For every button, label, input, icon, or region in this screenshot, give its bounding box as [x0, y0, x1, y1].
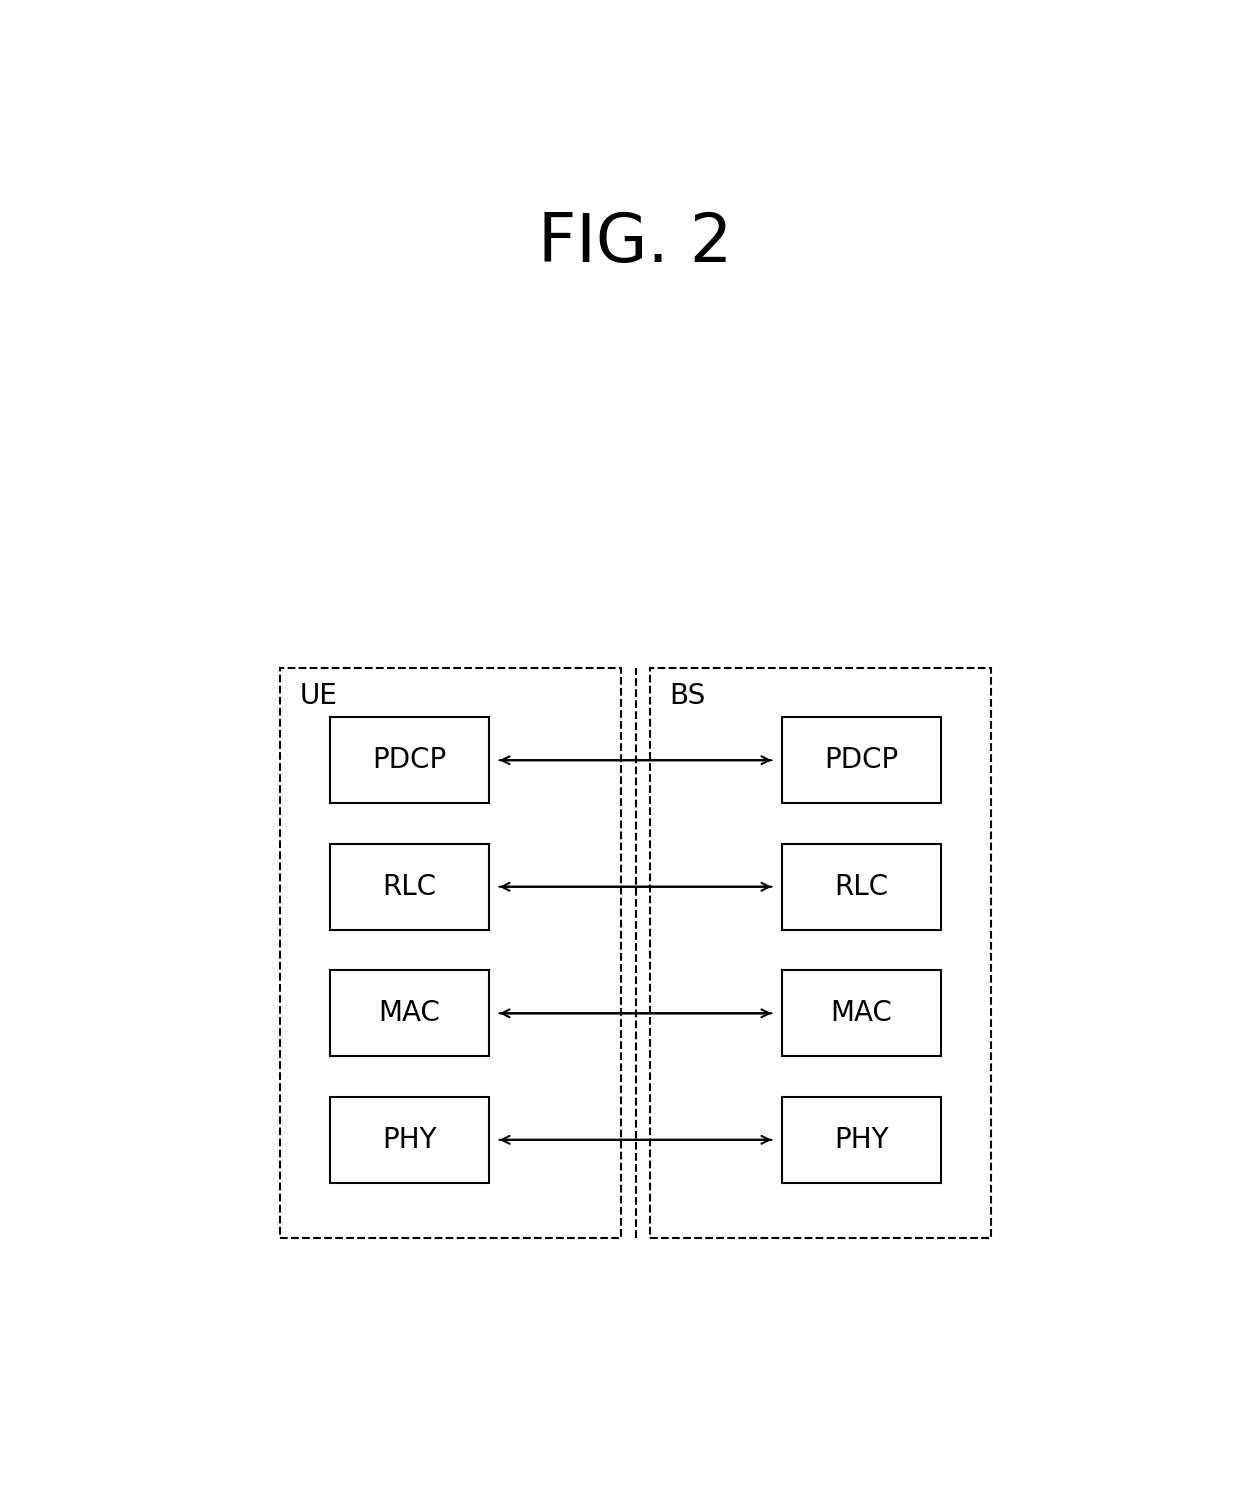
Text: UE: UE — [299, 681, 337, 710]
Text: PDCP: PDCP — [825, 746, 899, 774]
FancyBboxPatch shape — [330, 1097, 489, 1183]
FancyBboxPatch shape — [782, 717, 941, 804]
Text: PDCP: PDCP — [372, 746, 446, 774]
FancyBboxPatch shape — [330, 717, 489, 804]
Text: MAC: MAC — [831, 999, 893, 1028]
FancyBboxPatch shape — [782, 970, 941, 1056]
FancyBboxPatch shape — [330, 970, 489, 1056]
Text: PHY: PHY — [835, 1126, 889, 1153]
Text: RLC: RLC — [383, 872, 436, 901]
Text: FIG. 2: FIG. 2 — [538, 209, 733, 275]
Text: PHY: PHY — [382, 1126, 436, 1153]
Text: MAC: MAC — [378, 999, 440, 1028]
Text: RLC: RLC — [835, 872, 888, 901]
Text: BS: BS — [670, 681, 706, 710]
FancyBboxPatch shape — [782, 1097, 941, 1183]
FancyBboxPatch shape — [330, 844, 489, 929]
FancyBboxPatch shape — [782, 844, 941, 929]
